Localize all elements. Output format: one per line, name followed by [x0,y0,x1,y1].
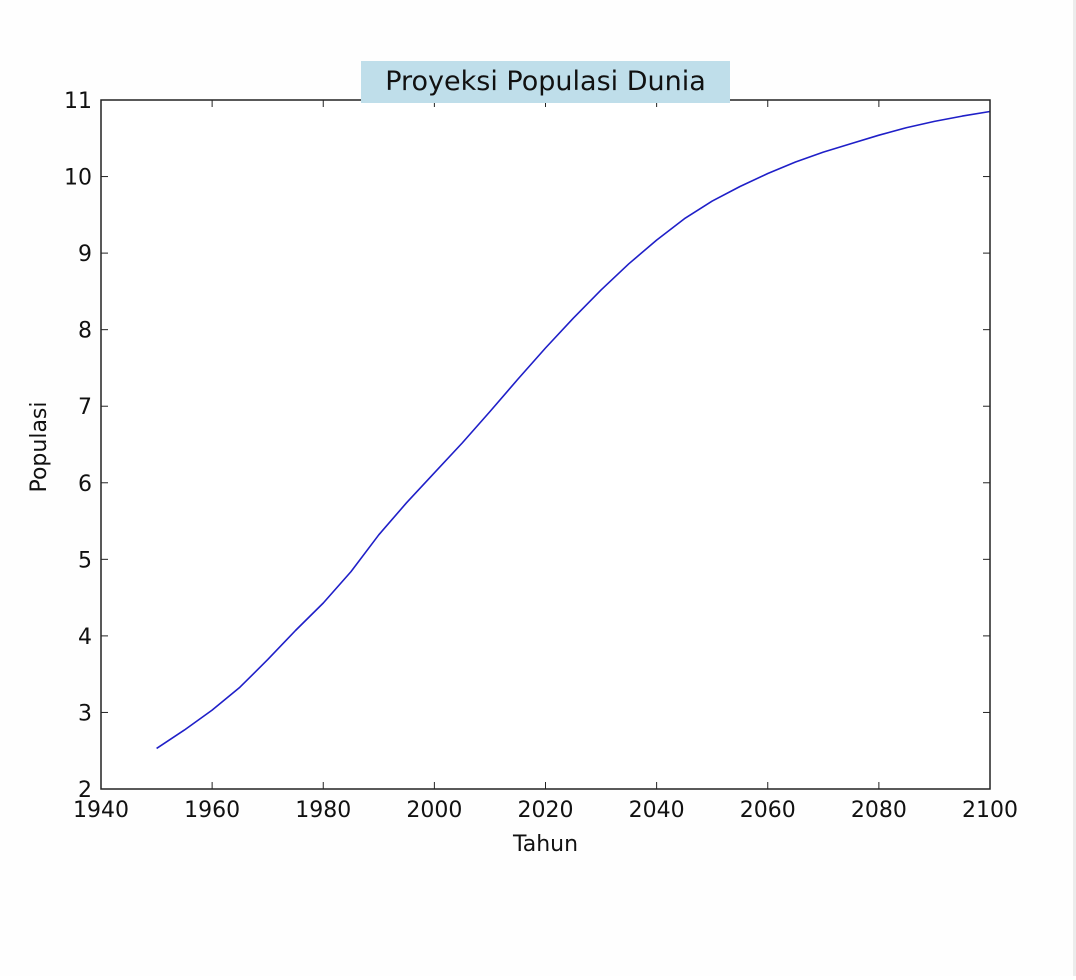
x-tick-label: 2100 [962,798,1018,823]
y-tick-label: 6 [78,472,92,497]
y-tick-label: 9 [78,242,92,267]
x-tick-label: 1960 [184,798,240,823]
window-edge [1073,0,1076,976]
y-tick-label: 8 [78,319,92,344]
x-tick-label: 2020 [518,798,574,823]
series-line-0 [156,110,991,750]
title-background [361,61,730,103]
x-tick-label: 2000 [406,798,462,823]
x-axis-label: Tahun [512,832,578,857]
y-tick-label: 3 [78,701,92,726]
x-tick-label: 1980 [295,798,351,823]
y-tick-label: 7 [78,395,92,420]
y-tick-label: 11 [64,89,92,114]
x-tick-label: 1940 [73,798,129,823]
chart-title: Proyeksi Populasi Dunia [385,66,706,97]
plot-area [101,100,990,789]
y-tick-label: 10 [64,166,92,191]
x-tick-label: 2060 [740,798,796,823]
x-tick-label: 2080 [851,798,907,823]
y-tick-label: 5 [78,548,92,573]
x-tick-label: 2040 [629,798,685,823]
y-tick-label: 4 [78,625,92,650]
y-tick-label: 2 [78,778,92,803]
y-axis-label: Populasi [27,401,52,492]
